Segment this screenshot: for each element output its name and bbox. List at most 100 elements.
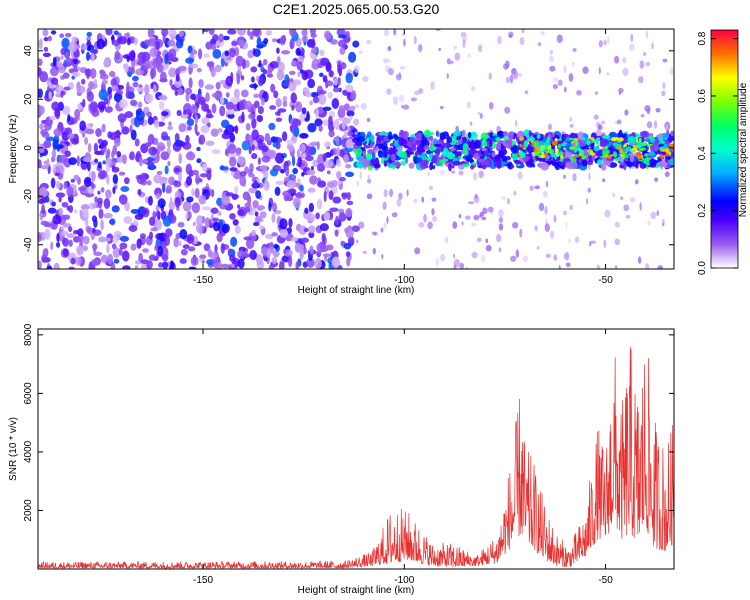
heatmap-cell	[230, 236, 238, 247]
heatmap-cell	[553, 254, 558, 261]
heatmap-cell	[52, 163, 56, 175]
heatmap-cell	[306, 213, 316, 223]
heatmap-cell	[134, 260, 142, 265]
heatmap-cell	[274, 186, 281, 197]
heatmap-cell	[662, 58, 668, 63]
heatmap-cell	[74, 209, 78, 214]
heatmap-cell	[101, 123, 106, 133]
heatmap-cell	[119, 242, 128, 250]
heatmap-cell	[622, 56, 626, 64]
heatmap-cell	[62, 237, 70, 247]
heatmap-cell	[269, 168, 279, 177]
heatmap-cell	[123, 177, 130, 185]
heatmap-cell	[287, 143, 295, 152]
heatmap-cell	[62, 248, 69, 257]
heatmap-cell	[57, 101, 64, 112]
heatmap-cell	[478, 170, 484, 179]
heatmap-cell	[647, 220, 651, 227]
heatmap-cell	[112, 174, 118, 185]
heatmap-cell	[366, 131, 372, 138]
heatmap-cell	[617, 145, 621, 151]
heatmap-cell	[651, 42, 654, 50]
heatmap-cell	[336, 158, 340, 164]
heatmap-cell	[148, 254, 157, 261]
heatmap-cell	[373, 145, 377, 151]
heatmap-cell	[235, 55, 244, 67]
heatmap-cell	[76, 85, 86, 94]
heatmap-cell	[147, 133, 155, 145]
heatmap-cell	[652, 143, 659, 152]
heatmap-cell	[178, 123, 186, 133]
heatmap-cell	[398, 192, 403, 200]
heatmap-cell	[185, 151, 196, 161]
heatmap-cell	[84, 136, 89, 145]
heatmap-cell	[531, 164, 536, 168]
heatmap-cell	[356, 181, 360, 187]
heatmap-x-ticks: -150 -100 -50	[193, 29, 613, 286]
heatmap-cell	[665, 147, 670, 154]
heatmap-cell	[288, 256, 293, 268]
heatmap-cell	[161, 29, 169, 37]
heatmap-cell	[648, 150, 655, 156]
heatmap-cell	[498, 247, 502, 253]
heatmap-cell	[564, 252, 570, 261]
heatmap-cell	[602, 178, 606, 183]
heatmap-cell	[599, 138, 609, 147]
heatmap-cell	[299, 184, 304, 192]
heatmap-cell	[50, 77, 59, 86]
heatmap-cell	[201, 117, 210, 125]
heatmap-cell	[68, 226, 73, 232]
heatmap-cell	[373, 163, 381, 169]
heatmap-cell	[237, 209, 245, 216]
heatmap-cell	[196, 67, 202, 73]
heatmap-cell	[259, 211, 267, 219]
x-tick-label: -50	[598, 575, 613, 586]
heatmap-cell	[581, 155, 586, 160]
heatmap-cell	[332, 196, 342, 204]
heatmap-cell	[107, 253, 114, 265]
heatmap-cell	[124, 201, 130, 212]
heatmap-frame	[37, 28, 675, 270]
heatmap-cell	[62, 214, 71, 220]
heatmap-cell	[165, 185, 172, 193]
heatmap-cell	[669, 158, 674, 166]
heatmap-cell	[39, 186, 48, 198]
heatmap-cell	[91, 183, 96, 189]
heatmap-cell	[142, 209, 148, 214]
heatmap-cell	[596, 158, 603, 166]
heatmap-cell	[300, 143, 306, 153]
heatmap-cell	[571, 140, 576, 144]
heatmap-cell	[112, 186, 116, 195]
heatmap-cell	[469, 121, 473, 126]
heatmap-cell	[176, 109, 182, 117]
heatmap-cell	[214, 64, 222, 73]
heatmap-cell	[474, 140, 482, 148]
heatmap-cell	[129, 124, 133, 134]
heatmap-cell	[601, 135, 611, 139]
heatmap-cell	[341, 119, 346, 130]
heatmap-cell	[481, 147, 487, 152]
heatmap-cell	[155, 193, 161, 200]
heatmap-cell	[383, 149, 388, 159]
heatmap-cell	[401, 151, 407, 159]
heatmap-cell	[318, 94, 327, 105]
heatmap-cell	[650, 144, 654, 152]
heatmap-cell	[77, 233, 84, 243]
heatmap-cell	[161, 111, 169, 117]
heatmap-cell	[568, 116, 573, 122]
heatmap-cell	[516, 130, 525, 139]
heatmap-cell	[103, 59, 109, 68]
heatmap-cell	[600, 120, 606, 125]
heatmap-cell	[339, 47, 346, 55]
heatmap-cell	[649, 136, 654, 141]
heatmap-cell	[76, 155, 80, 167]
heatmap-cell	[256, 36, 262, 48]
heatmap-cell	[49, 115, 57, 121]
heatmap-cell	[47, 35, 53, 42]
heatmap-cell	[191, 169, 199, 176]
heatmap-cell	[289, 29, 297, 37]
heatmap-cell	[629, 43, 635, 52]
heatmap-cell	[381, 254, 384, 259]
heatmap-cell	[210, 207, 219, 214]
heatmap-cell	[503, 63, 509, 70]
